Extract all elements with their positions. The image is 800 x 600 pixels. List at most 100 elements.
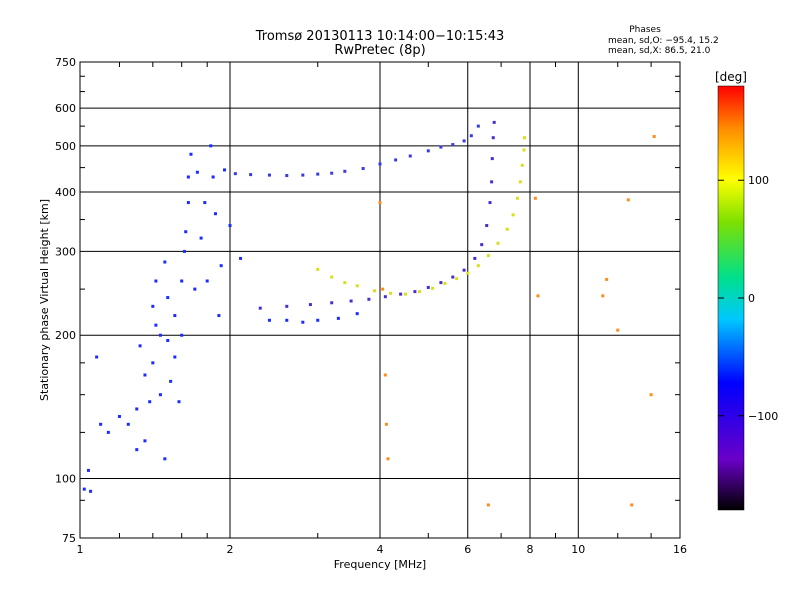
data-point (223, 168, 227, 172)
data-point (203, 201, 207, 205)
data-point (154, 323, 158, 327)
data-point (455, 277, 459, 281)
data-point (381, 287, 385, 291)
data-point (511, 213, 515, 217)
x-tick-label: 8 (527, 543, 534, 556)
data-point (378, 162, 382, 166)
chart-title: Tromsø 20130113 10:14:00−10:15:43 (255, 29, 505, 44)
colorbar-tick-label: 0 (748, 292, 755, 305)
data-point (488, 201, 492, 205)
data-point (462, 139, 466, 143)
data-point (462, 268, 466, 272)
data-point (173, 314, 177, 318)
data-point (601, 294, 605, 298)
data-point (389, 291, 393, 295)
data-point (285, 318, 289, 322)
data-point (316, 267, 320, 271)
data-point (533, 196, 537, 200)
data-point (343, 169, 347, 173)
data-point (151, 361, 155, 365)
data-point (486, 254, 490, 258)
data-point (173, 355, 177, 359)
data-point (626, 198, 630, 202)
data-point (267, 318, 271, 322)
data-point (195, 170, 199, 174)
data-point (492, 120, 496, 124)
y-axis: 75 100 200 300 400 500 600 750 (55, 56, 680, 545)
data-point (285, 174, 289, 178)
data-point (209, 144, 213, 148)
x-axis: 1 2 4 6 8 10 16 (77, 62, 687, 556)
data-point (384, 422, 388, 426)
data-point (193, 287, 197, 291)
data-point (394, 158, 398, 162)
data-point (443, 281, 447, 285)
data-point (106, 430, 110, 434)
data-point (466, 271, 470, 275)
data-point (439, 281, 443, 285)
data-point (536, 294, 540, 298)
data-point (361, 167, 365, 171)
y-tick-label: 750 (55, 56, 76, 69)
data-point (431, 286, 435, 290)
data-point (616, 328, 620, 332)
y-axis-label: Stationary phase Virtual Height [km] (38, 199, 51, 401)
x-tick-label: 16 (673, 543, 687, 556)
data-point (505, 227, 509, 231)
data-point (490, 157, 494, 161)
data-point (186, 175, 190, 179)
data-point (199, 236, 203, 240)
data-point (158, 393, 162, 397)
data-point (285, 304, 289, 308)
data-point (158, 333, 162, 337)
data-point (189, 152, 193, 156)
data-point (205, 279, 209, 283)
data-point (439, 145, 443, 149)
data-point (330, 171, 334, 175)
data-point (451, 143, 455, 147)
data-point (383, 295, 387, 299)
data-point (355, 312, 359, 316)
data-point (177, 400, 181, 404)
data-point (135, 407, 139, 411)
data-point (652, 135, 656, 139)
data-point (349, 299, 353, 303)
data-point (154, 279, 158, 283)
x-axis-label: Frequency [MHz] (334, 558, 426, 571)
data-point (182, 249, 186, 253)
data-point (301, 320, 305, 324)
data-point (373, 289, 377, 293)
data-point (426, 149, 430, 153)
data-point (308, 303, 312, 307)
data-point (135, 448, 139, 452)
data-point (630, 503, 634, 507)
data-point (143, 439, 147, 443)
data-point (343, 281, 347, 285)
data-point (330, 301, 334, 305)
data-point (490, 180, 494, 184)
data-point (166, 338, 170, 342)
colorbar-label: [deg] (715, 70, 747, 84)
stats-line-x: mean, sd,X: 86.5, 21.0 (608, 46, 711, 56)
data-point (523, 136, 527, 140)
data-point (217, 314, 221, 318)
data-point (211, 175, 215, 179)
data-point (491, 136, 495, 140)
colorbar-tick-label: 100 (748, 174, 769, 187)
data-point (426, 285, 430, 289)
data-point (219, 264, 223, 268)
data-point (95, 355, 99, 359)
stats-heading: Phases (629, 25, 661, 35)
data-point (117, 414, 121, 418)
data-point (469, 134, 473, 138)
data-point (476, 264, 480, 268)
y-tick-label: 400 (55, 186, 76, 199)
y-tick-label: 200 (55, 329, 76, 342)
data-point (413, 290, 417, 294)
data-point (367, 297, 371, 301)
data-point (166, 296, 170, 300)
data-point (186, 201, 190, 205)
x-tick-label: 10 (571, 543, 585, 556)
data-point (336, 316, 340, 320)
